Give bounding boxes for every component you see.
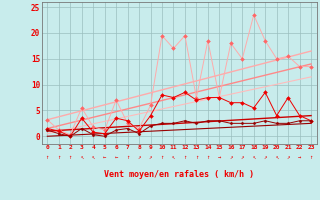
- X-axis label: Vent moyen/en rafales ( km/h ): Vent moyen/en rafales ( km/h ): [104, 170, 254, 179]
